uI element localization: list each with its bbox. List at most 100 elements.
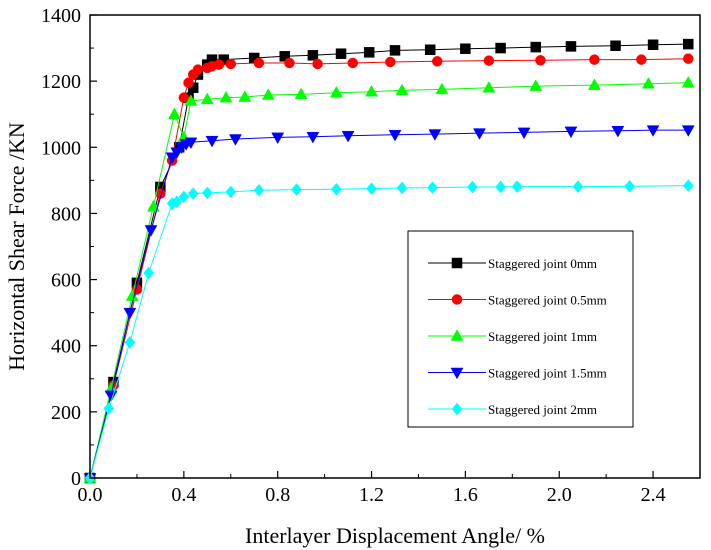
data-point	[178, 92, 190, 103]
data-point	[225, 185, 237, 199]
data-point	[184, 137, 198, 150]
y-tick-label: 600	[51, 270, 81, 292]
data-point	[389, 45, 401, 56]
data-point	[168, 107, 181, 119]
data-point	[435, 82, 449, 95]
data-point	[192, 64, 204, 75]
y-tick-label: 400	[51, 336, 81, 358]
data-point	[682, 179, 694, 193]
data-point	[219, 90, 233, 103]
data-point	[341, 130, 355, 143]
data-point	[201, 186, 213, 200]
data-point	[683, 38, 694, 50]
data-point	[171, 195, 183, 209]
legend-label: Staggered joint 2mm	[488, 402, 597, 417]
x-axis-title: Interlayer Displacement Angle/ %	[245, 523, 545, 548]
x-tick-label: 0.0	[78, 484, 103, 506]
data-point	[495, 180, 506, 194]
data-point	[473, 128, 486, 140]
data-point	[271, 132, 285, 145]
y-tick-label: 200	[51, 402, 81, 424]
y-tick-label: 0	[71, 468, 81, 490]
data-point	[431, 56, 443, 67]
y-axis-title: Horizontal Shear Force /KN	[4, 122, 29, 371]
data-point	[187, 187, 199, 200]
legend-entry: Staggered joint 2mm	[428, 402, 597, 417]
data-point	[396, 181, 408, 195]
data-point	[424, 44, 436, 55]
series-line	[89, 129, 689, 479]
y-tick-label: 1000	[41, 137, 81, 159]
data-point	[184, 94, 198, 106]
data-point	[125, 289, 139, 301]
data-point	[146, 200, 160, 212]
legend: Staggered joint 0mm Staggered joint 0.5mm…	[407, 230, 634, 428]
data-point	[636, 54, 647, 65]
data-point	[530, 41, 542, 53]
data-point	[641, 77, 655, 89]
data-point	[624, 179, 635, 193]
data-point	[143, 266, 154, 280]
data-point	[388, 129, 402, 142]
data-point	[535, 55, 546, 66]
y-tick-label: 800	[51, 203, 81, 225]
data-point	[238, 90, 252, 102]
data-point	[205, 135, 219, 148]
data-point	[589, 54, 600, 65]
data-point	[144, 225, 158, 237]
data-point	[460, 43, 471, 54]
data-point	[347, 57, 359, 69]
data-point	[365, 84, 378, 97]
data-point	[331, 182, 342, 196]
series-line	[89, 58, 689, 479]
data-point	[482, 80, 496, 93]
data-point	[572, 180, 584, 194]
data-point	[564, 126, 578, 139]
data-point	[225, 58, 237, 70]
y-tick-label: 1400	[41, 5, 81, 27]
legend-label: Staggered joint 0.5mm	[488, 293, 607, 308]
data-point	[366, 182, 377, 196]
data-point	[646, 125, 660, 137]
series-5	[84, 179, 694, 485]
y-tick-label: 1200	[41, 71, 81, 93]
series-4	[83, 125, 695, 485]
data-point	[495, 42, 506, 54]
series-line	[89, 185, 689, 479]
data-point	[683, 53, 694, 64]
x-tick-label: 0.8	[265, 484, 290, 506]
data-point	[511, 180, 523, 194]
legend-label: Staggered joint 1mm	[488, 329, 597, 344]
legend-marker	[451, 257, 463, 269]
data-point	[253, 57, 265, 69]
data-point	[587, 78, 601, 90]
data-point	[427, 181, 438, 195]
x-tick-label: 2.4	[641, 484, 666, 506]
data-point	[312, 58, 323, 70]
x-tick-label: 0.4	[171, 484, 196, 506]
legend-entry: Staggered joint 1.5mm	[428, 366, 607, 381]
data-point	[123, 307, 137, 320]
legend-marker	[450, 367, 464, 380]
data-point	[261, 88, 275, 100]
data-point	[428, 129, 442, 141]
data-point	[647, 39, 659, 51]
data-point	[610, 40, 621, 52]
data-point	[681, 76, 695, 88]
data-point	[467, 180, 478, 194]
data-point	[253, 183, 265, 197]
ticks-layer: 0.0 0.4 0.8 1.2 1.6 2.0 2.4 0 200 400 600 800 1000 12…	[41, 5, 701, 506]
data-point	[681, 125, 695, 137]
data-point	[363, 47, 375, 58]
data-point	[200, 92, 214, 105]
data-point	[517, 127, 531, 140]
legend-entry: Staggered joint 0.5mm	[428, 293, 607, 308]
legend-marker	[451, 294, 463, 305]
data-point	[178, 190, 190, 204]
data-point	[483, 55, 495, 66]
data-point	[329, 85, 343, 98]
legend-marker	[451, 402, 463, 416]
data-point	[611, 126, 625, 138]
data-point	[103, 402, 115, 415]
legend-entry: Staggered joint 0mm	[428, 256, 597, 271]
